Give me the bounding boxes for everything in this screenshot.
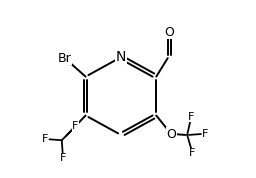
Text: F: F [72,121,79,131]
Text: O: O [165,26,174,39]
Text: F: F [188,112,194,122]
Text: O: O [166,127,176,141]
Text: N: N [116,50,126,64]
Text: F: F [189,148,195,158]
Text: F: F [59,153,66,163]
Text: F: F [41,134,48,144]
Text: F: F [202,129,209,139]
Text: Br: Br [58,52,71,65]
